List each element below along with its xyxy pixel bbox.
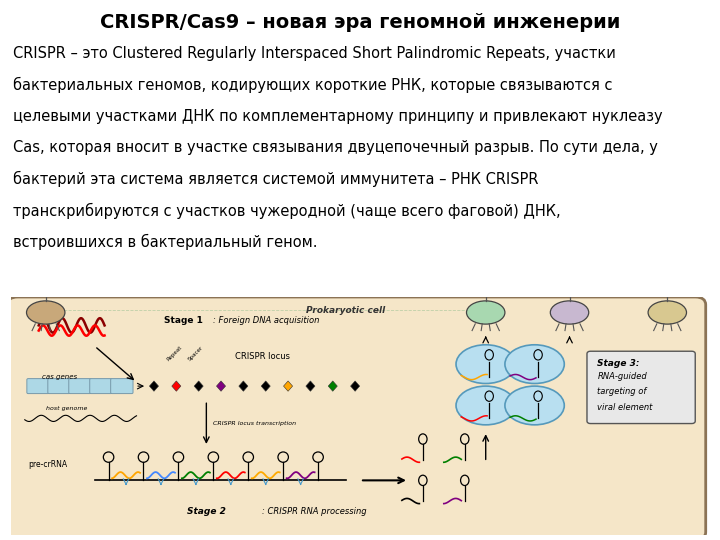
Text: CRISPR – это Clustered Regularly Interspaced Short Palindromic Repeats, участки: CRISPR – это Clustered Regularly Intersp… (13, 46, 616, 61)
Text: viral element: viral element (598, 403, 653, 412)
Ellipse shape (27, 301, 65, 324)
Text: CRISPR/Cas9 – новая эра геномной инженерии: CRISPR/Cas9 – новая эра геномной инженер… (100, 14, 620, 32)
Text: Repeat: Repeat (166, 345, 184, 362)
Ellipse shape (467, 301, 505, 324)
Text: Spacer: Spacer (187, 345, 204, 362)
FancyBboxPatch shape (69, 379, 91, 394)
Text: бактерий эта система является системой иммунитета – РНК CRISPR: бактерий эта система является системой и… (13, 171, 539, 187)
Polygon shape (194, 381, 203, 392)
Ellipse shape (505, 345, 564, 383)
Ellipse shape (456, 386, 516, 425)
FancyBboxPatch shape (90, 379, 112, 394)
Ellipse shape (550, 301, 589, 324)
FancyBboxPatch shape (48, 379, 70, 394)
Polygon shape (328, 381, 337, 392)
Text: CRISPR locus: CRISPR locus (235, 352, 289, 361)
Polygon shape (306, 381, 315, 392)
FancyBboxPatch shape (27, 379, 49, 394)
Text: pre-crRNA: pre-crRNA (28, 461, 68, 469)
Text: Prokaryotic cell: Prokaryotic cell (307, 306, 386, 315)
Polygon shape (172, 381, 181, 392)
Text: targeting of: targeting of (598, 387, 647, 396)
Polygon shape (284, 381, 292, 392)
Text: RNA-guided: RNA-guided (598, 372, 647, 381)
Text: host genome: host genome (46, 406, 87, 410)
Text: Stage 2: Stage 2 (187, 507, 226, 516)
Polygon shape (217, 381, 225, 392)
Text: Stage 3:: Stage 3: (598, 359, 640, 368)
Text: Stage 1: Stage 1 (164, 316, 203, 325)
FancyBboxPatch shape (587, 351, 696, 423)
Text: : Foreign DNA acquisition: : Foreign DNA acquisition (213, 316, 320, 325)
Polygon shape (150, 381, 158, 392)
Text: CRISPR locus transcription: CRISPR locus transcription (213, 421, 297, 426)
Ellipse shape (456, 345, 516, 383)
Polygon shape (261, 381, 270, 392)
Ellipse shape (648, 301, 686, 324)
Text: Cas, которая вносит в участке связывания двуцепочечный разрыв. По сути дела, у: Cas, которая вносит в участке связывания… (13, 140, 658, 155)
FancyBboxPatch shape (111, 379, 133, 394)
Text: бактериальных геномов, кодирующих короткие РНК, которые связываются с: бактериальных геномов, кодирующих коротк… (13, 77, 613, 93)
Text: транскрибируются с участков чужеродной (чаще всего фаговой) ДНК,: транскрибируются с участков чужеродной (… (13, 202, 561, 219)
Text: cas genes: cas genes (42, 374, 77, 380)
Text: встроившихся в бактериальный геном.: встроившихся в бактериальный геном. (13, 234, 318, 250)
FancyBboxPatch shape (7, 297, 706, 540)
Text: целевыми участками ДНК по комплементарному принципу и привлекают нуклеазу: целевыми участками ДНК по комплементарно… (13, 109, 662, 124)
Polygon shape (351, 381, 360, 392)
Polygon shape (239, 381, 248, 392)
Ellipse shape (505, 386, 564, 425)
Text: : CRISPR RNA processing: : CRISPR RNA processing (262, 507, 367, 516)
